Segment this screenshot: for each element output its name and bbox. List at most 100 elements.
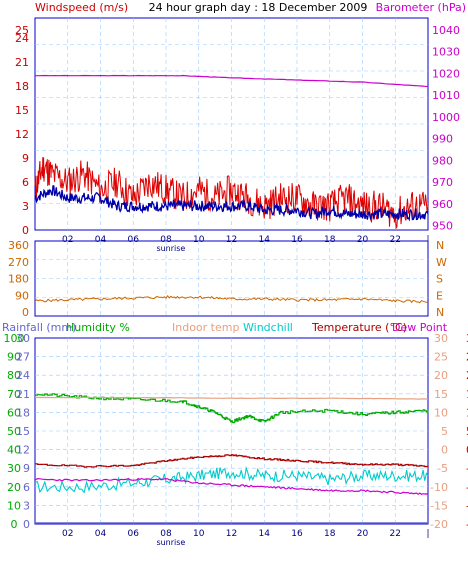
temperature-axis-tick: -10 [466, 481, 468, 494]
baro-axis-label: Barometer (hPa) [376, 1, 466, 14]
rain-axis-tick: 6 [23, 481, 30, 494]
indoor-temp-axis-tick: -5 [437, 462, 448, 475]
baro-axis-tick: 980 [432, 154, 453, 167]
humidity-axis-tick: 60 [7, 406, 21, 419]
rain-axis-tick: 30 [16, 332, 30, 345]
temperature-axis-tick: -5 [466, 462, 468, 475]
rain-axis-tick: 24 [16, 369, 30, 382]
indoor-temp-axis-tick: 15 [434, 388, 448, 401]
rain-axis-tick: 21 [16, 388, 30, 401]
humidity-axis-tick: 70 [7, 388, 21, 401]
legend-temperature: Temperature (°C) [311, 321, 407, 334]
direction-axis-tick: 270 [8, 256, 29, 269]
wind-x-tick: 08 [160, 235, 172, 245]
indoor-temp-axis-tick: -10 [430, 481, 448, 494]
rain-axis-tick: 0 [23, 518, 30, 531]
temp-x-tick: 04 [95, 529, 107, 539]
indoor-temp-axis-tick: 20 [434, 369, 448, 382]
temperature-axis-tick: 20 [466, 369, 468, 382]
indoor-temp-axis-tick: 25 [434, 351, 448, 364]
indoor-temp-line [34, 396, 429, 400]
legend-humidity: Humidity % [66, 321, 130, 334]
temp-x-tick: 10 [193, 529, 205, 539]
temp-x-tick: 06 [128, 529, 140, 539]
rain-axis-tick: 15 [16, 425, 30, 438]
compass-tick: N [436, 306, 444, 319]
indoor-temp-axis-tick: 5 [441, 425, 448, 438]
baro-axis-tick: 1020 [432, 67, 460, 80]
baro-axis-tick: 1000 [432, 111, 460, 124]
temperature-axis-tick: 15 [466, 388, 468, 401]
baro-axis-tick: 970 [432, 176, 453, 189]
temperature-line [35, 454, 429, 468]
baro-axis-tick: 1010 [432, 89, 460, 102]
legend-indoor: Indoor temp [172, 321, 239, 334]
wind-axis-tick: 3 [22, 200, 29, 213]
baro-axis-tick: 990 [432, 133, 453, 146]
wind-axis-tick-top: 25 [15, 24, 29, 37]
dewpoint-line [34, 477, 429, 495]
rain-axis-tick: 3 [23, 499, 30, 512]
temp-x-tick: 02 [62, 529, 73, 539]
baro-axis-tick: 1030 [432, 46, 460, 59]
baro-axis-tick: 960 [432, 198, 453, 211]
wind-x-tick: 04 [95, 235, 107, 245]
compass-tick: E [436, 289, 443, 302]
indoor-temp-axis-tick: -20 [430, 518, 448, 531]
humidity-axis-tick: 50 [7, 425, 21, 438]
wind-axis-tick: 12 [15, 128, 29, 141]
wind-axis-tick: 21 [15, 56, 29, 69]
compass-tick: W [436, 256, 447, 269]
rain-axis-tick: 18 [16, 406, 30, 419]
wind-x-tick: 18 [324, 235, 336, 245]
wind-direction-line [34, 294, 429, 304]
temperature-axis-tick: 25 [466, 351, 468, 364]
wind-axis-tick: 24 [15, 32, 29, 45]
direction-axis-tick: 360 [8, 239, 29, 252]
wind-axis-tick: 6 [22, 176, 29, 189]
rain-axis-tick: 9 [23, 462, 30, 475]
windspeed-line [34, 185, 429, 222]
wind-x-tick: 02 [62, 235, 73, 245]
temp-x-tick: 16 [291, 529, 303, 539]
baro-axis-tick: 1040 [432, 24, 460, 37]
humidity-axis-tick: 20 [7, 481, 21, 494]
rain-axis-tick: 12 [16, 444, 30, 457]
wind-x-tick: 06 [128, 235, 140, 245]
humidity-axis-tick: 100 [4, 332, 25, 345]
direction-axis-tick: 90 [15, 289, 29, 302]
legend-windchill: Windchill [243, 321, 293, 334]
humidity-axis-tick: 0 [11, 518, 18, 531]
temperature-axis-tick: 30 [466, 332, 468, 345]
legend-rain: Rainfall (mm) [2, 321, 76, 334]
indoor-temp-axis-tick: -15 [430, 499, 448, 512]
sunrise-marker-bottom: sunrise [156, 538, 185, 547]
wind-axis-tick: 9 [22, 152, 29, 165]
barometer-line [35, 74, 429, 88]
humidity-axis-tick: 80 [7, 369, 21, 382]
chart-title: 24 hour graph day : 18 December 2009 [149, 1, 368, 14]
direction-axis-tick: 180 [8, 273, 29, 286]
legend-dewpoint: Dew Point [392, 321, 448, 334]
gust-line [34, 157, 429, 230]
wind-x-tick-end: | [426, 235, 429, 245]
sunrise-marker-top: sunrise [156, 244, 185, 253]
humidity-axis-tick: 40 [7, 444, 21, 457]
wind-x-tick: 20 [357, 235, 369, 245]
wind-x-tick: 12 [226, 235, 237, 245]
temp-x-tick: 12 [226, 529, 237, 539]
wind-axis-tick: 18 [15, 80, 29, 93]
indoor-temp-axis-tick: 30 [434, 332, 448, 345]
indoor-temp-axis-tick: 10 [434, 406, 448, 419]
wind-x-tick: 14 [259, 235, 271, 245]
windchill-line [34, 466, 429, 494]
humidity-axis-tick: 30 [7, 462, 21, 475]
temperature-axis-tick: 5 [466, 425, 468, 438]
temp-x-tick: 20 [357, 529, 369, 539]
temperature-axis-tick: -20 [466, 518, 468, 531]
temp-x-tick: 18 [324, 529, 336, 539]
rain-axis-tick: 27 [16, 351, 30, 364]
wind-axis-label: Windspeed (m/s) [35, 1, 128, 14]
